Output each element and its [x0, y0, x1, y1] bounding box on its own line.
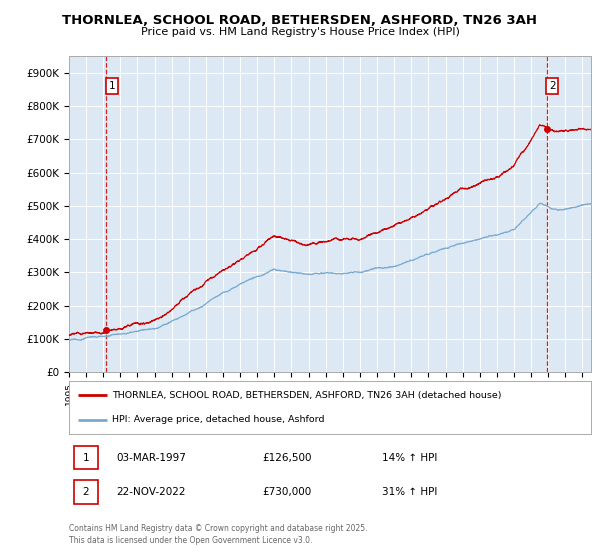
- Text: Contains HM Land Registry data © Crown copyright and database right 2025.
This d: Contains HM Land Registry data © Crown c…: [69, 524, 367, 545]
- Text: 1: 1: [83, 452, 89, 463]
- Text: HPI: Average price, detached house, Ashford: HPI: Average price, detached house, Ashf…: [112, 415, 325, 424]
- Text: 1: 1: [109, 81, 115, 91]
- Text: 14% ↑ HPI: 14% ↑ HPI: [382, 452, 437, 463]
- Text: 03-MAR-1997: 03-MAR-1997: [116, 452, 186, 463]
- Text: 22-NOV-2022: 22-NOV-2022: [116, 487, 185, 497]
- Bar: [74, 446, 98, 469]
- Text: Price paid vs. HM Land Registry's House Price Index (HPI): Price paid vs. HM Land Registry's House …: [140, 27, 460, 37]
- Text: £126,500: £126,500: [262, 452, 311, 463]
- Text: THORNLEA, SCHOOL ROAD, BETHERSDEN, ASHFORD, TN26 3AH (detached house): THORNLEA, SCHOOL ROAD, BETHERSDEN, ASHFO…: [112, 391, 502, 400]
- Text: £730,000: £730,000: [262, 487, 311, 497]
- Text: 2: 2: [83, 487, 89, 497]
- Text: 31% ↑ HPI: 31% ↑ HPI: [382, 487, 437, 497]
- Bar: [74, 480, 98, 504]
- Text: THORNLEA, SCHOOL ROAD, BETHERSDEN, ASHFORD, TN26 3AH: THORNLEA, SCHOOL ROAD, BETHERSDEN, ASHFO…: [62, 14, 538, 27]
- Text: 2: 2: [549, 81, 556, 91]
